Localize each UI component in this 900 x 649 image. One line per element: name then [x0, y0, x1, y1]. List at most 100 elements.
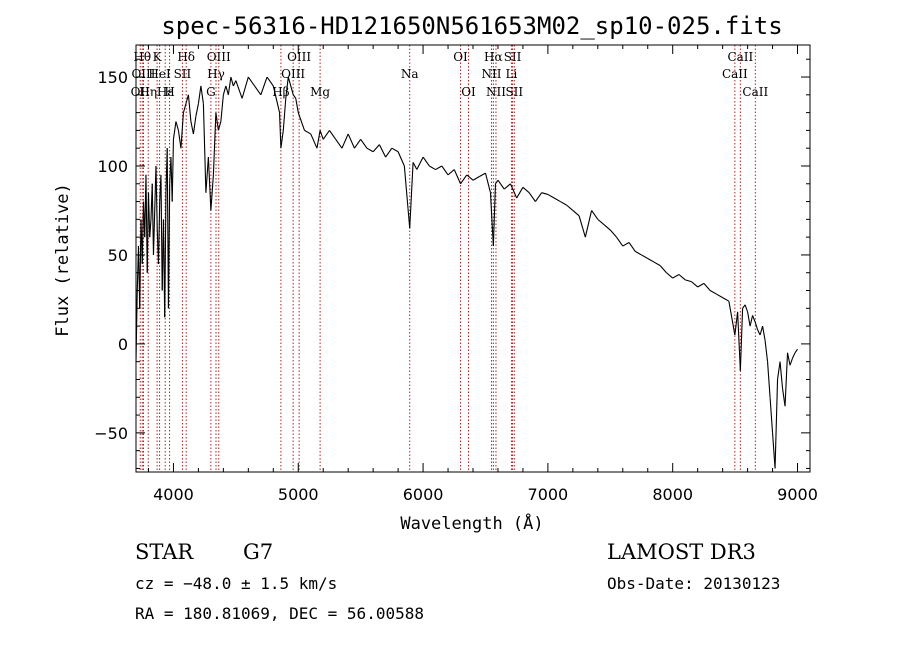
spectrum-segment: [478, 172, 486, 178]
spectrum-segment: [534, 192, 543, 202]
observation-date: Obs-Date: 20130123: [607, 574, 781, 593]
y-tick-label: 150: [97, 68, 128, 87]
spectrum-segment: [634, 250, 642, 256]
line-marker-label: Hγ: [207, 67, 225, 81]
spectrum-segment: [412, 162, 418, 170]
x-tick-label: 6000: [403, 485, 444, 504]
spectrum-segment: [167, 183, 171, 309]
spectrum-segment: [752, 315, 756, 323]
x-tick-label: 7000: [528, 485, 569, 504]
spectrum-segment: [385, 147, 393, 158]
spectrum-segment: [241, 76, 249, 99]
spectrum-segment: [572, 210, 580, 217]
spectrum-segment: [235, 80, 243, 99]
spectrum-segment: [566, 204, 574, 211]
line-marker-label: OIII: [287, 50, 311, 64]
spectrum-segment: [597, 218, 605, 226]
line-marker-labels: OIIHθOIIIHηKHeIHεHSIIHδGHγOIIIHβOIIIOIII…: [131, 50, 769, 99]
spectrum-segment: [754, 322, 759, 330]
spectrum-segment: [341, 133, 349, 149]
redshift-velocity: cz = −48.0 ± 1.5 km/s: [135, 574, 338, 593]
spectrum-segment: [175, 121, 179, 131]
spectrum-segment: [210, 174, 214, 211]
spectrum-segment: [767, 361, 771, 398]
spectrum-segment: [584, 210, 593, 238]
spectrum-segment: [603, 224, 611, 231]
spectrum-segment: [522, 186, 530, 194]
spectrum-segment: [403, 165, 411, 229]
spectrum-segment: [254, 85, 262, 96]
spectrum-segment: [185, 94, 189, 104]
spectrum-segment: [762, 326, 766, 341]
y-tick-label: 100: [97, 157, 128, 176]
spectrum-segment: [180, 112, 184, 149]
spectrum-segment: [472, 176, 480, 181]
spectrum-segment: [192, 116, 197, 135]
spectrum-segment: [703, 283, 711, 291]
line-marker-label: Hε: [157, 85, 174, 99]
spectrum-segment: [647, 258, 655, 263]
spectrum-segment: [215, 112, 219, 131]
spectrum-segment: [716, 293, 723, 299]
y-tick-label: 50: [108, 246, 128, 265]
spectrum-segment: [304, 129, 312, 135]
spectrum-segment: [171, 139, 174, 202]
spectrum-segment: [628, 242, 636, 252]
spectrum-segment: [212, 112, 217, 175]
spectrum-segment: [282, 98, 287, 131]
spectrum-segment: [297, 112, 306, 131]
spectrum-segment: [260, 76, 268, 95]
spectrum-segment: [310, 133, 318, 149]
spectrum-segment: [792, 352, 796, 359]
survey-name: LAMOST DR3: [607, 540, 756, 564]
spectrum-segment: [366, 147, 374, 153]
spectrum-segment: [272, 85, 281, 113]
spectrum-segment: [747, 311, 751, 327]
subclass: G7: [243, 540, 274, 564]
spectrum-segment: [774, 379, 779, 469]
spectrum-segment: [769, 397, 774, 433]
spectrum-segment: [164, 192, 167, 318]
x-tick-label: 9000: [777, 485, 818, 504]
line-marker-label: Hδ: [177, 50, 195, 64]
spectrum-segment: [217, 121, 222, 131]
spectrum-segment: [391, 147, 399, 153]
spectrum-segment: [685, 279, 692, 283]
spectrum-segment: [422, 156, 430, 167]
spectrum-segment: [460, 174, 468, 185]
line-marker-label: NII: [486, 85, 506, 99]
spectrum-segment: [322, 130, 330, 140]
spectrum-segment: [220, 94, 224, 122]
line-markers: [139, 45, 756, 472]
spectrum-segment: [285, 76, 289, 99]
spectrum-segment: [139, 219, 142, 309]
spectrum-segment: [190, 121, 194, 135]
spectrum-segment: [360, 138, 368, 149]
spectrum-segment: [177, 130, 182, 149]
spectrum-segment: [278, 112, 282, 149]
spectrum-segment: [749, 315, 754, 327]
spectrum-segment: [146, 192, 150, 273]
line-marker-label: K: [153, 50, 163, 64]
spectrum-segment: [553, 197, 561, 203]
spectrum-segment: [672, 274, 680, 279]
x-tick-label: 4000: [153, 485, 194, 504]
spectrum-segment: [353, 138, 362, 149]
spectrum-segment: [155, 165, 158, 229]
spectrum-segment: [372, 144, 380, 153]
spectrum-segment: [641, 254, 649, 259]
x-tick-label: 8000: [652, 485, 693, 504]
spectrum-segment: [227, 76, 232, 95]
spectrum-segment: [691, 281, 699, 288]
spectrum-segment: [232, 80, 237, 87]
spectrum-segment: [453, 169, 462, 184]
spectrum-segment: [578, 215, 586, 238]
spectrum-segment: [149, 219, 152, 238]
spectrum-segment: [764, 340, 769, 362]
line-marker-label: Hα: [484, 50, 503, 64]
spectrum-segment: [182, 103, 187, 113]
spectrum-segment: [157, 201, 161, 264]
spectrum-segment: [266, 76, 274, 87]
spectrum-segment: [195, 103, 199, 117]
spectrum-segment: [779, 361, 784, 389]
